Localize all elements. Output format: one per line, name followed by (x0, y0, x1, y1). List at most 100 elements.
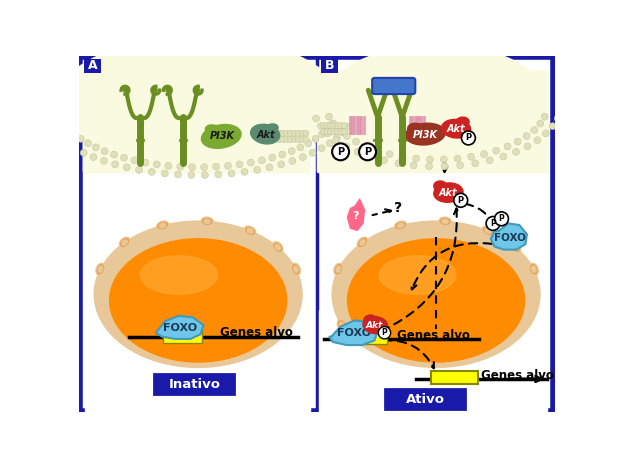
Circle shape (124, 164, 130, 171)
Ellipse shape (441, 219, 449, 224)
FancyBboxPatch shape (80, 57, 553, 411)
Circle shape (468, 153, 475, 160)
Circle shape (343, 143, 350, 150)
Circle shape (112, 161, 119, 168)
Circle shape (188, 164, 196, 171)
Ellipse shape (441, 119, 471, 138)
Circle shape (50, 129, 57, 136)
Text: P: P (465, 133, 472, 143)
Circle shape (543, 130, 549, 137)
Ellipse shape (56, 36, 341, 167)
Circle shape (338, 129, 344, 135)
Circle shape (381, 157, 387, 164)
Circle shape (486, 157, 493, 164)
Circle shape (554, 115, 561, 122)
Circle shape (395, 160, 402, 167)
Circle shape (324, 126, 331, 133)
Text: Akt: Akt (366, 320, 383, 330)
Circle shape (329, 121, 336, 128)
Circle shape (305, 140, 312, 147)
Circle shape (549, 123, 556, 130)
Text: Akt: Akt (447, 125, 465, 134)
Ellipse shape (293, 265, 298, 273)
Circle shape (277, 161, 285, 168)
Circle shape (297, 144, 304, 151)
Circle shape (321, 123, 327, 129)
Circle shape (354, 148, 361, 155)
Circle shape (201, 164, 208, 171)
Circle shape (481, 150, 488, 157)
Circle shape (241, 169, 248, 175)
Circle shape (504, 143, 511, 150)
Text: FOXO: FOXO (337, 328, 371, 338)
Ellipse shape (273, 242, 283, 253)
Circle shape (291, 137, 297, 143)
Circle shape (299, 137, 305, 143)
Text: FOXO: FOXO (494, 233, 526, 243)
Ellipse shape (205, 125, 222, 137)
Circle shape (359, 144, 376, 160)
Ellipse shape (291, 263, 300, 275)
Ellipse shape (439, 217, 451, 225)
Text: Ativo: Ativo (406, 393, 445, 406)
Text: Genes alvo: Genes alvo (481, 369, 554, 382)
Circle shape (71, 145, 78, 152)
Ellipse shape (405, 123, 445, 145)
Circle shape (236, 161, 243, 168)
Circle shape (269, 154, 276, 161)
Circle shape (287, 130, 294, 137)
FancyBboxPatch shape (154, 374, 234, 394)
Ellipse shape (485, 228, 492, 234)
Ellipse shape (244, 226, 256, 236)
Circle shape (399, 153, 406, 160)
Circle shape (326, 113, 332, 120)
Text: B: B (325, 59, 334, 72)
Circle shape (148, 169, 155, 175)
Ellipse shape (379, 256, 456, 294)
Circle shape (71, 131, 78, 138)
Circle shape (142, 159, 149, 166)
Text: ?: ? (353, 211, 359, 221)
FancyBboxPatch shape (385, 389, 465, 409)
Circle shape (201, 171, 208, 178)
Circle shape (177, 163, 184, 170)
FancyBboxPatch shape (83, 70, 311, 173)
Circle shape (345, 123, 352, 130)
Circle shape (341, 129, 347, 135)
Circle shape (258, 157, 265, 164)
Circle shape (254, 166, 261, 173)
FancyBboxPatch shape (317, 70, 549, 173)
Circle shape (318, 131, 326, 138)
Circle shape (441, 163, 448, 170)
Circle shape (441, 156, 447, 163)
Circle shape (284, 130, 290, 137)
Circle shape (523, 132, 530, 139)
Circle shape (66, 126, 72, 133)
Ellipse shape (359, 239, 366, 246)
Circle shape (531, 126, 538, 133)
Circle shape (63, 140, 70, 147)
Circle shape (303, 137, 309, 143)
Text: PI3K: PI3K (210, 131, 234, 141)
Text: A: A (88, 59, 98, 72)
Ellipse shape (159, 223, 166, 228)
Circle shape (312, 135, 319, 142)
Circle shape (215, 171, 222, 178)
FancyBboxPatch shape (164, 330, 202, 343)
Circle shape (426, 156, 433, 163)
Polygon shape (156, 316, 203, 339)
Ellipse shape (482, 226, 494, 236)
Ellipse shape (119, 237, 130, 248)
Circle shape (331, 123, 337, 129)
Circle shape (153, 161, 160, 168)
Circle shape (299, 130, 305, 137)
Circle shape (101, 148, 108, 155)
Text: P: P (337, 147, 344, 157)
Ellipse shape (363, 317, 387, 333)
Ellipse shape (201, 217, 213, 225)
Circle shape (56, 135, 63, 142)
Circle shape (174, 171, 182, 178)
Circle shape (291, 130, 297, 137)
Ellipse shape (121, 239, 128, 246)
Circle shape (462, 131, 475, 145)
